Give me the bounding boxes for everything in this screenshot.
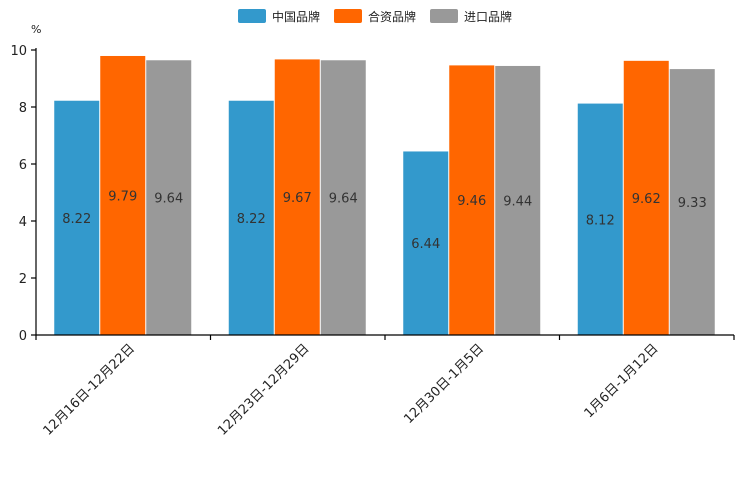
data-label: 8.12 bbox=[586, 213, 615, 228]
y-tick-label: 4 bbox=[19, 215, 27, 230]
legend-label: 中国品牌 bbox=[272, 9, 320, 24]
y-tick-label: 10 bbox=[10, 44, 27, 59]
legend-swatch bbox=[334, 9, 362, 23]
bar bbox=[495, 65, 541, 336]
x-tick-label: 12月16日-12月22日 bbox=[41, 341, 138, 438]
legend: 中国品牌 合资品牌 进口品牌 bbox=[238, 9, 512, 24]
data-label: 9.33 bbox=[678, 196, 707, 211]
bar bbox=[669, 69, 715, 335]
y-axis-ticks: 0 2 4 6 8 10 bbox=[10, 44, 36, 344]
x-tick-label: 12月23日-12月29日 bbox=[215, 341, 312, 438]
legend-label: 合资品牌 bbox=[368, 9, 416, 24]
data-label: 9.62 bbox=[632, 192, 661, 207]
y-tick-label: 0 bbox=[19, 329, 27, 344]
bar bbox=[274, 59, 320, 335]
data-label: 9.44 bbox=[503, 194, 532, 209]
data-label: 8.22 bbox=[237, 212, 266, 227]
bars bbox=[54, 55, 715, 336]
data-label: 9.64 bbox=[154, 192, 183, 207]
bar bbox=[577, 103, 623, 335]
data-label: 9.46 bbox=[457, 194, 486, 209]
bar bbox=[449, 65, 495, 335]
bar bbox=[100, 55, 146, 336]
legend-label: 进口品牌 bbox=[464, 10, 512, 24]
bar bbox=[228, 100, 274, 335]
x-tick-label: 12月30日-1月5日 bbox=[401, 341, 487, 427]
bar bbox=[320, 60, 366, 335]
y-tick-label: 8 bbox=[19, 101, 27, 116]
x-axis-ticks: 12月16日-12月22日 12月23日-12月29日 12月30日-1月5日 1月6… bbox=[35, 335, 735, 439]
y-tick-label: 6 bbox=[19, 158, 27, 173]
data-label: 6.44 bbox=[411, 237, 440, 252]
bar bbox=[403, 151, 449, 335]
bar bbox=[623, 60, 669, 336]
y-tick-label: 2 bbox=[19, 272, 27, 287]
data-labels: 8.22 9.79 9.64 8.22 9.67 9.64 6.44 9.46 9.44 8.12… bbox=[62, 189, 706, 252]
data-label: 8.22 bbox=[62, 212, 91, 227]
bar bbox=[146, 60, 192, 335]
y-axis-unit: % bbox=[31, 23, 41, 36]
data-label: 9.64 bbox=[329, 192, 358, 207]
data-label: 9.79 bbox=[108, 189, 137, 204]
legend-swatch bbox=[238, 9, 266, 23]
data-label: 9.67 bbox=[283, 191, 312, 206]
x-tick-label: 1月6日-1月12日 bbox=[582, 341, 662, 421]
legend-swatch bbox=[430, 9, 458, 23]
bar bbox=[54, 100, 100, 335]
